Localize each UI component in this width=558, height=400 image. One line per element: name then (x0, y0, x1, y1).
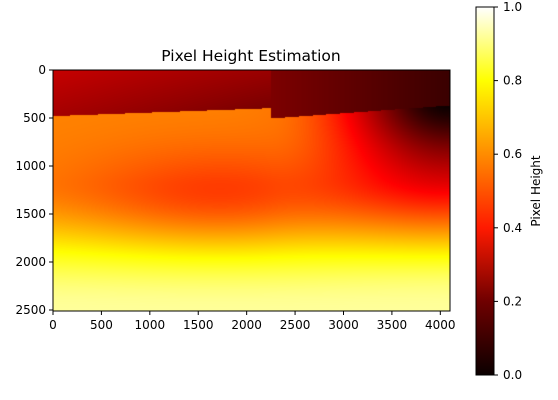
x-tick-label: 3500 (377, 318, 408, 332)
y-tick-label: 1500 (15, 207, 46, 221)
colorbar: 0.0 0.2 0.4 0.6 0.8 1.0 Pixel Height (475, 0, 543, 382)
x-tick-label: 2500 (280, 318, 311, 332)
colorbar-tick-label: 0.2 (503, 294, 522, 308)
y-tick-label: 500 (23, 111, 46, 125)
colorbar-tick-label: 1.0 (503, 0, 522, 14)
plot-frame (52, 69, 451, 312)
colorbar-tick-label: 0.4 (503, 221, 522, 235)
y-tick-label: 1000 (15, 159, 46, 173)
x-axis: 0 500 1000 1500 2000 2500 3000 3500 4000 (49, 311, 456, 332)
x-tick-label: 3000 (328, 318, 359, 332)
colorbar-tick-label: 0.6 (503, 147, 522, 161)
y-axis: 0 500 1000 1500 2000 2500 (15, 63, 53, 317)
y-tick-label: 2000 (15, 255, 46, 269)
x-tick-label: 2000 (231, 318, 262, 332)
colorbar-gradient (475, 6, 495, 376)
x-tick-label: 1500 (183, 318, 214, 332)
colorbar-tick-label: 0.8 (503, 74, 522, 88)
colorbar-label: Pixel Height (529, 155, 543, 227)
x-tick-label: 1000 (135, 318, 166, 332)
colorbar-axis: 0.0 0.2 0.4 0.6 0.8 1.0 (494, 0, 522, 382)
x-tick-label: 4000 (425, 318, 456, 332)
y-tick-label: 0 (38, 63, 46, 77)
chart-title: Pixel Height Estimation (161, 47, 340, 65)
y-tick-label: 2500 (15, 303, 46, 317)
x-tick-label: 0 (49, 318, 57, 332)
x-tick-label: 500 (90, 318, 113, 332)
colorbar-tick-label: 0.0 (503, 368, 522, 382)
heatmap-image (52, 69, 451, 312)
